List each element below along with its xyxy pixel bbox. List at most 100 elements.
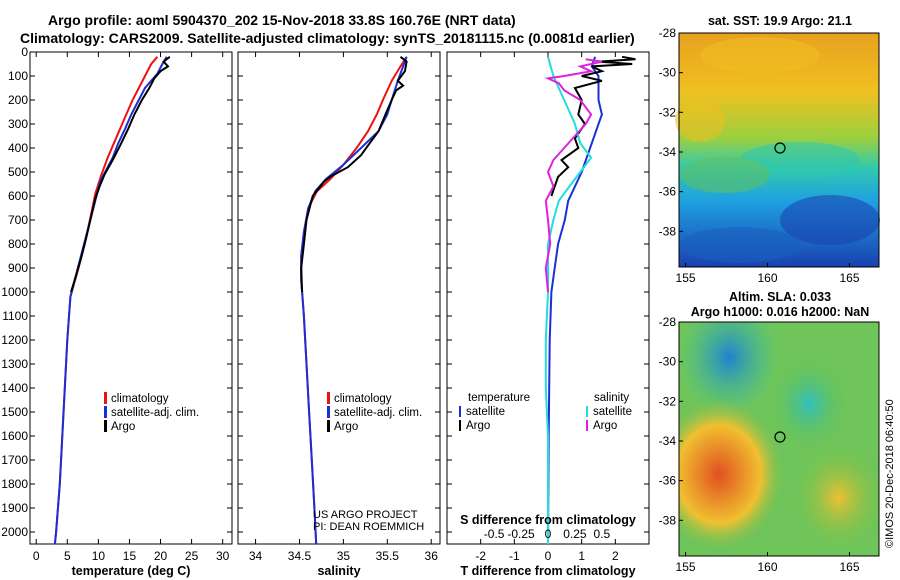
x-tick-label: 15: [123, 549, 137, 563]
difference-legend: temperature satellite Argo salinity sate…: [459, 392, 632, 432]
legend-s-argo: Argo: [593, 420, 617, 432]
depth-tick-label: 400: [8, 141, 28, 155]
x-tick-label: 34.5: [288, 549, 312, 563]
argo-location-marker: [774, 431, 786, 443]
x-tick-label: 35.5: [376, 549, 400, 563]
depth-tick-label: 200: [8, 93, 28, 107]
depth-axis: 0 100 200 300 400 500 600 700 800 900 1000 1100 1200…: [1, 45, 28, 539]
x-tick-label: -2: [475, 549, 486, 563]
lat-tick-label: -36: [659, 185, 677, 199]
s-diff-tick-label: -0.25: [507, 527, 535, 541]
figure-title-line1: Argo profile: aoml 5904370_202 15-Nov-20…: [48, 12, 516, 28]
depth-tick-label: 1400: [1, 381, 28, 395]
depth-tick-label: 500: [8, 165, 28, 179]
sst-map-texture: [675, 37, 880, 263]
depth-tick-label: 1700: [1, 453, 28, 467]
series-line-satellite: [547, 56, 603, 545]
lat-tick-label: -30: [659, 66, 677, 80]
x-tick-label: 35: [337, 549, 351, 563]
series-line-argo: [70, 56, 171, 293]
series-line-argo: [550, 55, 636, 197]
s-diff-label: S difference from climatology: [460, 513, 636, 527]
series-line-s_satellite: [544, 56, 593, 544]
s-diff-ticks: -0.5 -0.25 0 0.25 0.5: [484, 527, 611, 541]
depth-tick-label: 1100: [2, 309, 28, 323]
depth-tick-label: 1600: [1, 429, 28, 443]
salinity-legend: climatology satellite-adj. clim. Argo: [327, 392, 422, 433]
depth-tick-label: 1500: [1, 405, 28, 419]
lat-tick-label: -28: [659, 26, 677, 40]
x-tick-label: 30: [216, 549, 230, 563]
lat-tick-label: -30: [659, 355, 677, 369]
lat-tick-label: -34: [659, 434, 677, 448]
lon-tick-label: 155: [676, 271, 696, 285]
depth-tick-label: 800: [8, 237, 28, 251]
lon-tick-label: 160: [758, 560, 778, 574]
sla-map-subtitle: Argo h1000: 0.016 h2000: NaN: [691, 305, 870, 319]
depth-tick-label: 300: [8, 117, 28, 131]
x-tick-label: 34: [249, 549, 263, 563]
legend-s-satellite: satellite: [593, 406, 632, 418]
lat-tick-label: -34: [659, 145, 677, 159]
t-diff-x-label: T difference from climatology: [460, 564, 635, 578]
legend-satellite-adj: satellite-adj. clim.: [334, 407, 422, 419]
imos-credit: ©IMOS 20-Dec-2018 06:40:50: [884, 399, 896, 548]
x-tick-label: 10: [92, 549, 106, 563]
lon-tick-label: 165: [839, 560, 859, 574]
depth-tick-label: 0: [21, 45, 28, 59]
legend-temperature-title: temperature: [468, 392, 530, 404]
s-diff-tick-label: 0.25: [563, 527, 587, 541]
x-tick-label: 0: [545, 549, 552, 563]
depth-tick-label: 900: [8, 261, 28, 275]
legend-t-argo: Argo: [466, 420, 490, 432]
x-tick-label: 2: [612, 549, 619, 563]
figure-title-line2: Climatology: CARS2009. Satellite-adjuste…: [20, 30, 635, 46]
depth-tick-label: 1300: [1, 357, 28, 371]
x-tick-label: 1: [578, 549, 585, 563]
legend-climatology: climatology: [334, 393, 392, 405]
lat-tick-label: -32: [659, 105, 677, 119]
depth-tick-label: 1200: [1, 333, 28, 347]
lon-tick-label: 165: [839, 271, 859, 285]
temperature-legend: climatology satellite-adj. clim. Argo: [104, 392, 199, 433]
depth-tick-label: 1900: [1, 501, 28, 515]
lat-tick-label: -38: [659, 513, 677, 527]
depth-tick-label: 700: [8, 213, 28, 227]
legend-salinity-title: salinity: [594, 392, 629, 404]
lon-tick-label: 155: [676, 560, 696, 574]
salinity-x-label: salinity: [317, 564, 360, 578]
legend-climatology: climatology: [111, 393, 169, 405]
lon-tick-label: 160: [758, 271, 778, 285]
depth-tick-label: 1000: [1, 285, 28, 299]
x-tick-label: 20: [154, 549, 168, 563]
temperature-x-label: temperature (deg C): [72, 564, 191, 578]
temperature-panel: 0 5 10 15 20 25 30 temperature (deg C) climato…: [29, 51, 233, 578]
depth-tick-label: 2000: [1, 525, 28, 539]
series-line-argo: [300, 56, 408, 293]
salinity-panel: 34 34.5 35 35.5 36 salinity climatology sate…: [237, 51, 441, 578]
legend-argo: Argo: [334, 421, 358, 433]
s-diff-tick-label: 0: [545, 527, 552, 541]
sst-map-title: sat. SST: 19.9 Argo: 21.1: [708, 14, 852, 28]
x-tick-label: -1: [509, 549, 520, 563]
x-tick-label: 36: [425, 549, 439, 563]
lat-tick-label: -38: [659, 224, 677, 238]
lat-tick-label: -36: [659, 474, 677, 488]
pi-credit: PI: DEAN ROEMMICH: [313, 521, 424, 533]
project-credit: US ARGO PROJECT: [313, 509, 418, 521]
sla-map-title: Altim. SLA: 0.033: [729, 290, 831, 304]
argo-location-marker: [774, 142, 786, 154]
s-diff-tick-label: -0.5: [484, 527, 505, 541]
x-tick-label: 5: [64, 549, 71, 563]
difference-panel: -2 -1 0 1 2 T difference from climatology S …: [446, 51, 650, 578]
lat-tick-label: -32: [659, 394, 677, 408]
series-line-s_argo: [544, 58, 603, 293]
lat-tick-label: -28: [659, 315, 677, 329]
x-tick-label: 0: [33, 549, 40, 563]
depth-tick-label: 1800: [1, 477, 28, 491]
sst-map: sat. SST: 19.9 Argo: 21.1 155 160 165 -28 -3…: [659, 14, 880, 285]
depth-tick-label: 100: [8, 69, 28, 83]
legend-satellite-adj: satellite-adj. clim.: [111, 407, 199, 419]
sla-map: Altim. SLA: 0.033 Argo h1000: 0.016 h200…: [659, 290, 880, 574]
